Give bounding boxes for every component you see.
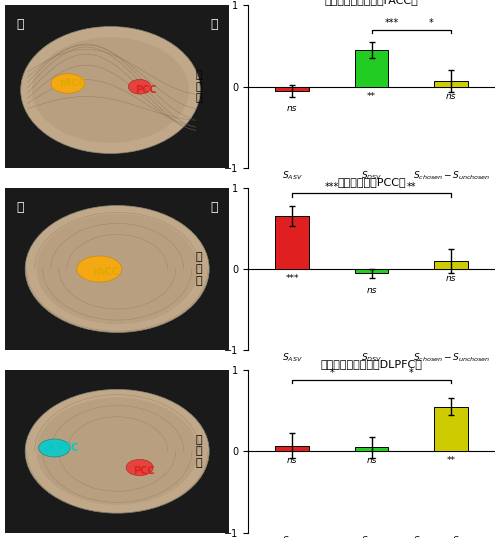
Text: PCC: PCC: [136, 85, 157, 95]
Text: ns: ns: [366, 286, 377, 295]
Text: rACC: rACC: [59, 79, 86, 88]
Ellipse shape: [38, 439, 70, 457]
Title: 後帯状皮質（PCC）: 後帯状皮質（PCC）: [338, 177, 406, 187]
Ellipse shape: [126, 459, 153, 476]
Text: **: **: [367, 91, 376, 101]
Bar: [276, 87, 308, 91]
Ellipse shape: [25, 206, 209, 332]
Y-axis label: 相
関
値: 相 関 値: [196, 435, 202, 468]
Ellipse shape: [51, 74, 84, 93]
Text: PCC: PCC: [134, 466, 155, 476]
Ellipse shape: [77, 256, 122, 282]
Bar: [355, 269, 388, 273]
Ellipse shape: [128, 80, 151, 94]
Text: DLPFC: DLPFC: [44, 443, 78, 453]
Text: ***: ***: [285, 274, 298, 283]
Text: ns: ns: [446, 274, 456, 283]
Title: 前帯状皮質吻側部（rACC）: 前帯状皮質吻側部（rACC）: [324, 0, 418, 5]
Ellipse shape: [32, 37, 189, 143]
Text: ns: ns: [286, 104, 297, 113]
Ellipse shape: [25, 390, 209, 513]
Bar: [276, 216, 308, 269]
Text: ns: ns: [446, 91, 456, 101]
Text: ns: ns: [366, 456, 377, 465]
Text: ns: ns: [286, 456, 297, 465]
Ellipse shape: [36, 398, 198, 505]
Bar: [434, 261, 468, 269]
Text: 右: 右: [16, 201, 24, 214]
Text: ***: ***: [324, 182, 339, 192]
Ellipse shape: [20, 26, 200, 153]
Text: 前: 前: [16, 18, 24, 31]
Bar: [355, 447, 388, 451]
Ellipse shape: [36, 214, 198, 324]
Text: *: *: [429, 18, 434, 28]
Text: *: *: [409, 368, 414, 378]
Bar: [355, 50, 388, 87]
Bar: [434, 81, 468, 87]
Text: rACC: rACC: [92, 267, 120, 277]
Text: 後: 後: [210, 18, 218, 31]
Bar: [434, 407, 468, 451]
Y-axis label: 相
関
値: 相 関 値: [196, 252, 202, 286]
Text: **: **: [406, 182, 416, 192]
Title: 前頭前野背外側部（DLPFC）: 前頭前野背外側部（DLPFC）: [320, 359, 422, 369]
Y-axis label: 相
関
値: 相 関 値: [196, 70, 202, 103]
Text: *: *: [330, 368, 334, 378]
Bar: [276, 445, 308, 451]
Text: **: **: [446, 456, 456, 465]
Text: 左: 左: [210, 201, 218, 214]
Text: ***: ***: [384, 18, 398, 28]
